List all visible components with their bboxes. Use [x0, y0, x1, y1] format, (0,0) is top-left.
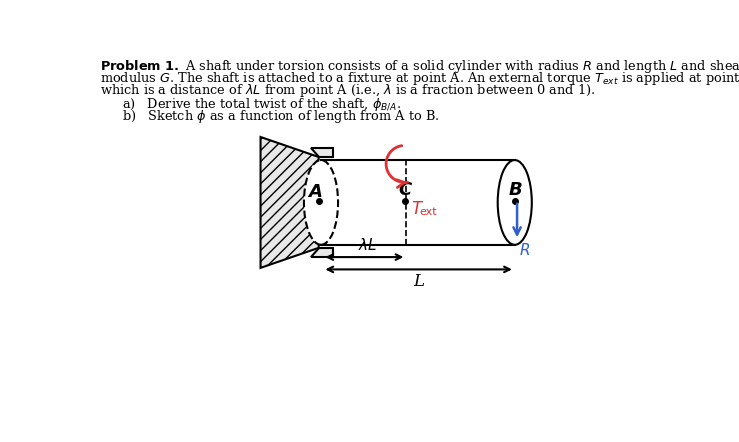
Text: a)   Derive the total twist of the shaft, $\phi_{B/A}$.: a) Derive the total twist of the shaft, … [122, 97, 401, 114]
Text: L: L [413, 273, 424, 290]
Text: $T$: $T$ [411, 200, 424, 217]
Text: modulus $G$. The shaft is attached to a fixture at point A. An external torque $: modulus $G$. The shaft is attached to a … [100, 70, 739, 87]
Text: B: B [508, 181, 522, 199]
Ellipse shape [304, 160, 338, 245]
Ellipse shape [497, 160, 532, 245]
Polygon shape [261, 137, 319, 268]
Polygon shape [321, 160, 515, 245]
Polygon shape [311, 148, 333, 157]
Polygon shape [311, 248, 333, 257]
Text: ext: ext [420, 207, 437, 217]
Text: which is a distance of $\lambda L$ from point A (i.e., $\lambda$ is a fraction b: which is a distance of $\lambda L$ from … [100, 81, 596, 99]
Text: $\bf{Problem\ 1.}$ A shaft under torsion consists of a solid cylinder with radiu: $\bf{Problem\ 1.}$ A shaft under torsion… [100, 58, 739, 76]
Text: R: R [520, 243, 530, 258]
Text: b)   Sketch $\phi$ as a function of length from A to B.: b) Sketch $\phi$ as a function of length… [122, 108, 439, 126]
Text: A: A [308, 183, 321, 201]
Text: C: C [398, 181, 412, 199]
Text: $\lambda L$: $\lambda L$ [358, 237, 377, 253]
